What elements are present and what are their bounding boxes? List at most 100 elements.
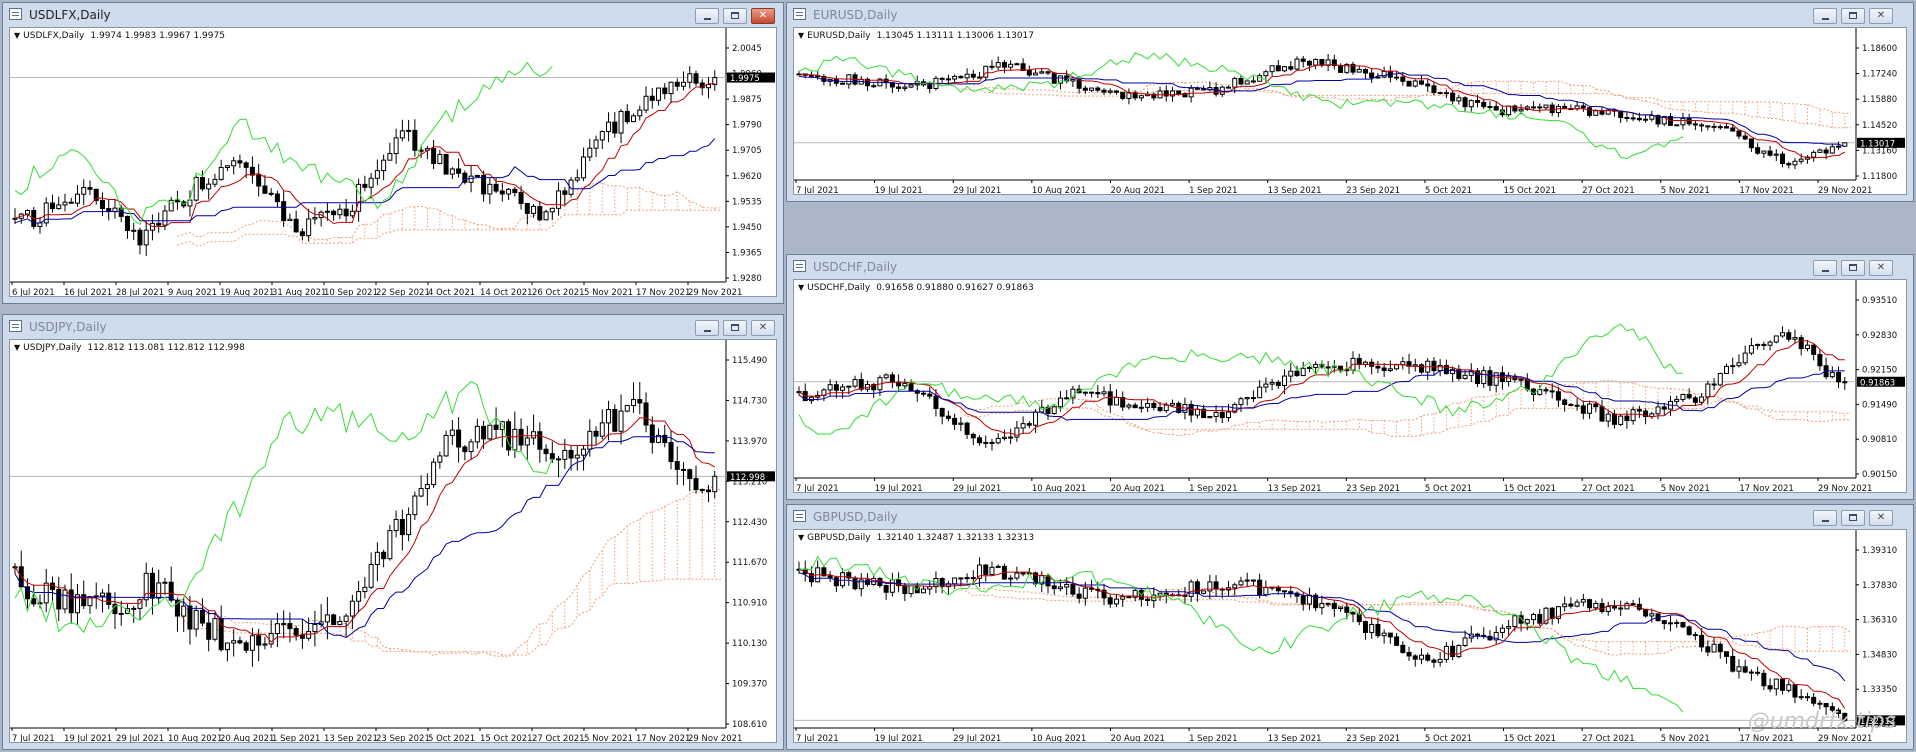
chart-window-icon (9, 320, 22, 332)
time-axis-label: 19 Jul 2021 (875, 186, 923, 195)
chart-area[interactable]: 2.00451.99601.98751.97901.97051.96201.95… (9, 27, 777, 297)
candle-body (1786, 332, 1792, 340)
candle-body (418, 488, 424, 497)
eurusd-chart-window[interactable]: EURUSD,Daily 1.18600 1.17240 1.15880 1.1452… (786, 2, 1914, 202)
usdjpy-chart-window[interactable]: USDJPY,Daily 115.490 114.730 113.970 113.21… (2, 314, 784, 750)
symbol-label: USDJPY,Daily (23, 343, 82, 353)
maximize-button[interactable] (723, 8, 747, 24)
candle-body (1070, 583, 1076, 595)
window-titlebar[interactable]: USDCHF,Daily (787, 255, 1913, 279)
candle-body (1107, 90, 1113, 93)
close-button[interactable] (1869, 260, 1893, 276)
chart-area[interactable]: 1.18600 1.17240 1.15880 1.14520 1.13160 1.118… (793, 27, 1907, 195)
dropdown-triangle-icon[interactable]: ▼ (798, 283, 805, 292)
candle-body (964, 73, 970, 79)
candle-body (1450, 92, 1456, 102)
chart-header: ▼ USDCHF,Daily 0.91658 0.91880 0.91627 0.9… (798, 283, 1034, 293)
minimize-button[interactable] (1813, 260, 1837, 276)
candle-body (1300, 367, 1306, 377)
candle-body (1188, 581, 1194, 597)
candle-body (1163, 90, 1169, 97)
candle-body (168, 199, 174, 212)
dropdown-triangle-icon[interactable]: ▼ (14, 31, 21, 40)
candle-body (1481, 370, 1487, 385)
candle-body (287, 218, 293, 222)
time-axis-label: 19 Jul 2021 (875, 484, 923, 493)
time-axis-label: 1 Sep 2021 (272, 734, 320, 743)
maximize-button[interactable] (723, 320, 747, 336)
candle-body (549, 207, 555, 213)
candle-body (970, 577, 976, 580)
chart-area[interactable]: 1.393101.378301.363101.348301.333501.318… (793, 529, 1907, 743)
candle-body (1356, 68, 1362, 73)
candle-body (99, 592, 105, 597)
candle-body (846, 385, 852, 388)
usdlfx-chart-window[interactable]: USDLFX,Daily 2.00451.99601.98751.97901.9… (2, 2, 784, 304)
candle-body (977, 564, 983, 579)
candle-body (1201, 590, 1207, 594)
candle-body (412, 129, 418, 151)
candle-body (656, 434, 662, 443)
candle-body (1587, 403, 1593, 414)
time-axis-label: 1 Sep 2021 (1189, 186, 1237, 195)
close-button[interactable] (751, 320, 775, 336)
candle-body (287, 623, 293, 630)
candle-body (1761, 150, 1767, 154)
candle-body (1207, 581, 1213, 592)
window-titlebar[interactable]: EURUSD,Daily (787, 3, 1913, 27)
candle-body (1580, 105, 1586, 109)
candle-body (1107, 391, 1113, 406)
maximize-button[interactable] (1841, 510, 1865, 526)
candle-body (983, 564, 989, 575)
candle-body (468, 441, 474, 453)
minimize-button[interactable] (695, 320, 719, 336)
maximize-button[interactable] (1841, 260, 1865, 276)
candle-body (1736, 130, 1742, 137)
time-axis-label: 10 Sep 2021 (324, 288, 378, 297)
candle-body (914, 390, 920, 394)
candle-body (1842, 712, 1848, 721)
window-titlebar[interactable]: USDJPY,Daily (3, 315, 783, 339)
candle-body (199, 176, 205, 190)
close-button[interactable] (1869, 8, 1893, 24)
candle-body (840, 386, 846, 391)
minimize-button[interactable] (1813, 8, 1837, 24)
time-axis-label: 29 Nov 2021 (688, 288, 742, 297)
chart-area[interactable]: 115.490 114.730 113.970 113.210 112.430 111.6… (9, 339, 777, 743)
candle-body (243, 642, 249, 651)
candle-body (681, 81, 687, 87)
candle-body (462, 446, 468, 453)
candle-body (706, 489, 712, 493)
candle-body (1064, 397, 1070, 400)
candle-body (24, 209, 30, 215)
candle-body (68, 589, 74, 614)
candle-body (106, 208, 112, 212)
window-titlebar[interactable]: GBPUSD,Daily (787, 505, 1913, 529)
candle-body (1450, 645, 1456, 657)
candle-body (237, 160, 243, 164)
candle-body (1724, 365, 1730, 374)
candle-body (12, 217, 18, 220)
maximize-button[interactable] (1841, 8, 1865, 24)
dropdown-triangle-icon[interactable]: ▼ (798, 533, 805, 542)
dropdown-triangle-icon[interactable]: ▼ (14, 343, 21, 352)
close-button[interactable] (1869, 510, 1893, 526)
tenkan-sen-line (798, 63, 1846, 159)
candle-body (49, 202, 55, 210)
minimize-button[interactable] (695, 8, 719, 24)
usdchf-chart-window[interactable]: USDCHF,Daily 0.93510 0.92830 0.92150 0.9149… (786, 254, 1914, 500)
dropdown-triangle-icon[interactable]: ▼ (798, 31, 805, 40)
gbpusd-chart-window[interactable]: GBPUSD,Daily 1.39310 1.37830 1.36310 1.3483… (786, 504, 1914, 750)
candle-body (1039, 71, 1045, 74)
price-axis-label: 1.9705 (732, 146, 762, 156)
window-titlebar[interactable]: USDLFX,Daily (3, 3, 783, 27)
candle-body (983, 65, 989, 78)
close-button[interactable] (751, 8, 775, 24)
candle-body (1643, 410, 1649, 417)
candle-body (1655, 406, 1661, 415)
minimize-button[interactable] (1813, 510, 1837, 526)
chart-area[interactable]: 0.93510 0.92830 0.92150 0.91490 0.90810 0.901… (793, 279, 1907, 493)
time-axis-label: 27 Oct 2021 (1582, 484, 1635, 493)
candle-body (437, 153, 443, 164)
candle-body (833, 384, 839, 391)
